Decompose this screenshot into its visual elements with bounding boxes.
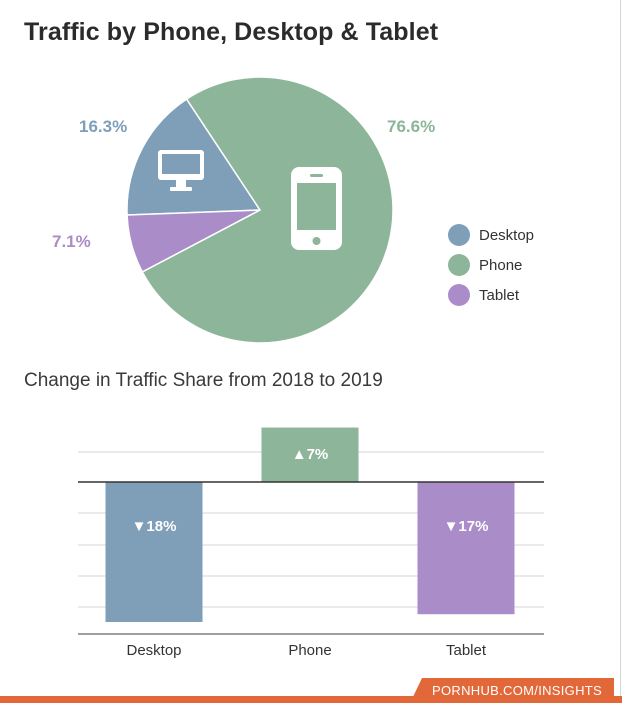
- bar-value-label-tablet: ▼17%: [443, 518, 489, 535]
- bar-value-label-phone: ▲7%: [291, 445, 329, 463]
- bar-phone: [261, 427, 359, 482]
- source-badge: PORNHUB.COM/INSIGHTS: [410, 678, 614, 703]
- legend-item-tablet: Tablet: [448, 280, 534, 310]
- legend-label-phone: Phone: [479, 256, 523, 274]
- legend-label-desktop: Desktop: [479, 226, 535, 244]
- bar-value-label-desktop: ▼18%: [131, 518, 177, 535]
- legend-swatch-phone: [448, 254, 470, 276]
- legend: Desktop Phone Tablet: [448, 220, 534, 310]
- change-bar-chart: [78, 427, 544, 635]
- legend-swatch-tablet: [448, 284, 470, 306]
- slice-phone: [141, 76, 394, 344]
- slice-tablet: [126, 209, 261, 273]
- pie-chart: [126, 76, 394, 344]
- pie-label-desktop: 16.3%: [79, 117, 128, 136]
- category-label-tablet: Tablet: [445, 642, 487, 659]
- smartphone-icon: [291, 167, 342, 250]
- category-label-phone: Phone: [288, 642, 332, 659]
- legend-item-desktop: Desktop: [448, 220, 534, 250]
- legend-item-phone: Phone: [448, 250, 534, 280]
- pie-label-tablet: 7.1%: [52, 232, 91, 251]
- category-label-desktop: Desktop: [126, 642, 182, 659]
- legend-label-tablet: Tablet: [479, 286, 520, 304]
- footer-strip: [0, 696, 622, 703]
- desktop-monitor-icon: [158, 150, 204, 191]
- legend-swatch-desktop: [448, 224, 470, 246]
- bar-chart-subtitle: Change in Traffic Share from 2018 to 201…: [24, 370, 383, 391]
- chart-title: Traffic by Phone, Desktop & Tablet: [24, 18, 439, 46]
- bar-tablet: [417, 482, 515, 615]
- pie-label-phone: 76.6%: [387, 117, 436, 136]
- bar-desktop: [105, 482, 203, 622]
